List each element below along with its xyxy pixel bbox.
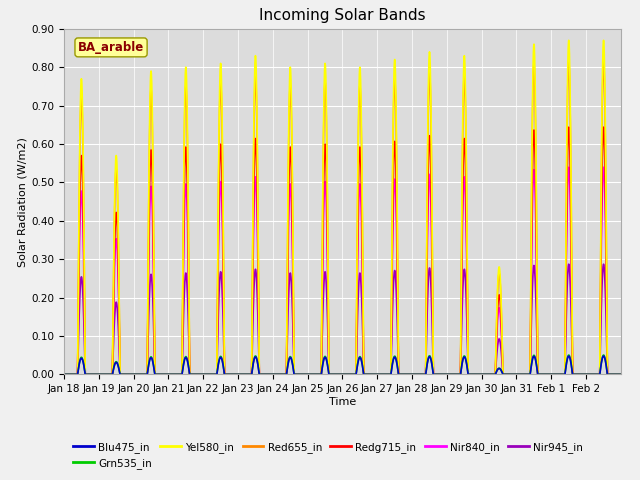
Text: BA_arable: BA_arable	[78, 41, 144, 54]
X-axis label: Time: Time	[329, 397, 356, 407]
Y-axis label: Solar Radiation (W/m2): Solar Radiation (W/m2)	[17, 137, 27, 266]
Title: Incoming Solar Bands: Incoming Solar Bands	[259, 9, 426, 24]
Legend: Blu475_in, Grn535_in, Yel580_in, Red655_in, Redg715_in, Nir840_in, Nir945_in: Blu475_in, Grn535_in, Yel580_in, Red655_…	[69, 437, 587, 473]
